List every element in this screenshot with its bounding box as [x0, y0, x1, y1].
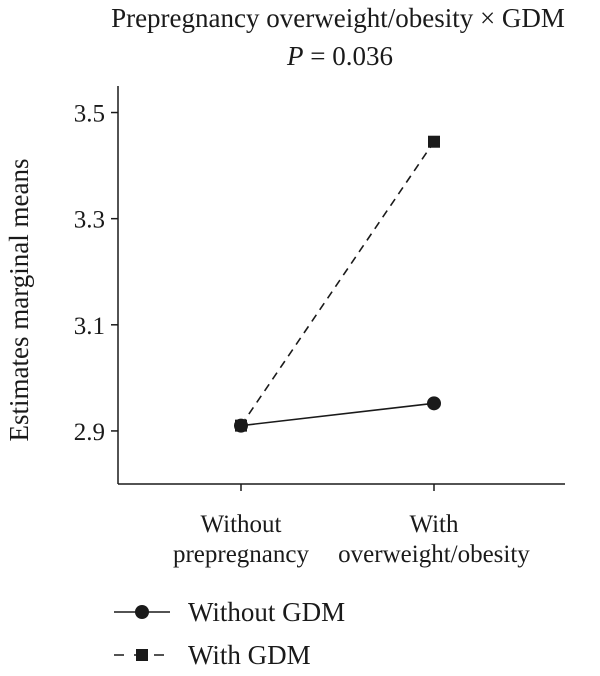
legend-item: Without GDM: [114, 597, 345, 627]
data-point: [234, 418, 248, 433]
x-tick-label: prepregnancy: [173, 541, 310, 568]
y-tick-label: 3.5: [74, 101, 105, 128]
legend-label: Without GDM: [188, 597, 345, 627]
x-tick-label: With: [410, 511, 459, 538]
series-circle: [234, 396, 441, 433]
data-point: [427, 396, 441, 411]
series-square: [235, 135, 440, 432]
legend-item: With GDM: [114, 640, 311, 670]
series-line: [240, 141, 435, 427]
chart-subtitle: P = 0.036: [286, 41, 393, 71]
p-value: = 0.036: [304, 41, 393, 71]
x-tick-label: Without: [201, 511, 282, 538]
legend: Without GDM With GDM: [114, 597, 345, 670]
legend-label: With GDM: [188, 640, 311, 670]
legend-marker: [135, 605, 149, 619]
y-tick-label: 3.1: [74, 313, 105, 340]
chart-title: Prepregnancy overweight/obesity × GDM: [111, 3, 565, 33]
y-axis-label: Estimates marginal means: [4, 159, 34, 442]
data-point: [428, 135, 440, 148]
y-axis-ticks: 2.9 3.1 3.3 3.5: [74, 101, 118, 446]
p-value-label: P: [286, 41, 304, 71]
x-axis-ticks: Without prepregnancy With overweight/obesit…: [173, 484, 530, 568]
series-layer: [234, 135, 441, 433]
y-tick-label: 2.9: [74, 419, 105, 446]
series-line: [240, 402, 435, 427]
legend-marker: [136, 649, 148, 661]
y-tick-label: 3.3: [74, 207, 105, 234]
x-tick-label: overweight/obesity: [338, 541, 530, 568]
